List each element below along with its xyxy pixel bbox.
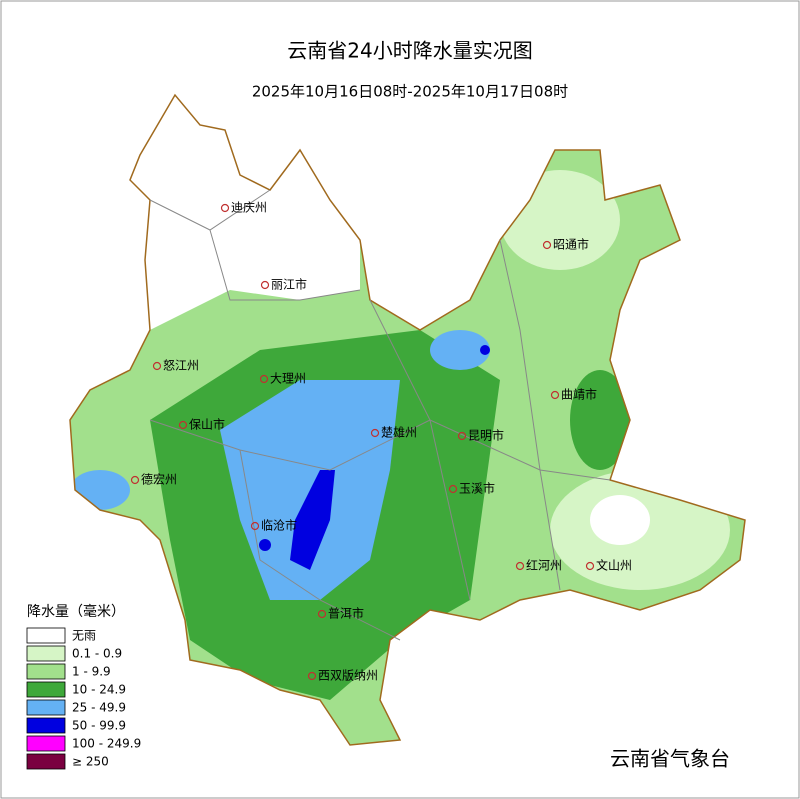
city-marker: [130, 475, 140, 485]
city-label: 临沧市: [261, 518, 297, 533]
city-marker: [585, 561, 595, 571]
city-marker: [250, 521, 260, 531]
legend-label: 0.1 - 0.9: [72, 647, 122, 661]
legend-swatch: [26, 735, 66, 752]
prefecture-borders: [149, 189, 611, 641]
city-label: 西双版纳州: [318, 669, 378, 683]
legend-swatch: [26, 699, 66, 716]
city-marker: [457, 431, 467, 441]
legend-swatch: [26, 627, 66, 644]
city-label: 迪庆州: [231, 201, 267, 215]
legend-swatch: [26, 681, 66, 698]
city-label: 昆明市: [468, 428, 504, 443]
city-label: 曲靖市: [561, 387, 597, 402]
legend-swatch: [26, 717, 66, 734]
legend-label: 50 - 99.9: [72, 719, 126, 733]
city-marker: [307, 671, 317, 681]
city-label: 玉溪市: [459, 481, 495, 496]
legend-swatch: [26, 753, 66, 770]
city-marker: [448, 484, 458, 494]
legend-title: 降水量（毫米）: [27, 603, 125, 620]
city-label: 怒江州: [163, 358, 199, 373]
city-label: 保山市: [189, 417, 225, 432]
legend-label: 25 - 49.9: [72, 701, 126, 715]
city-marker: [152, 361, 162, 371]
city-marker: [260, 280, 270, 290]
city-marker: [542, 240, 552, 250]
city-marker: [317, 609, 327, 619]
title: 云南省24小时降水量实况图: [287, 39, 532, 63]
legend-swatch: [26, 663, 66, 680]
city-label: 昭通市: [553, 237, 589, 252]
city-marker: [259, 374, 269, 384]
city-marker: [178, 420, 188, 430]
city-label: 红河州: [526, 558, 562, 573]
city-marker: [220, 203, 230, 213]
city-label: 楚雄州: [381, 425, 417, 440]
city-label: 丽江市: [271, 277, 307, 292]
city-label: 德宏州: [141, 472, 177, 487]
city-label: 文山州: [596, 558, 632, 573]
legend-label: 无雨: [72, 629, 96, 643]
province-border: [69, 93, 746, 746]
subtitle: 2025年10月16日08时-2025年10月17日08时: [252, 83, 568, 101]
legend-label: ≥ 250: [72, 755, 109, 769]
credit: 云南省气象台: [610, 747, 730, 771]
legend-swatch: [26, 645, 66, 662]
city-marker: [550, 390, 560, 400]
legend-label: 100 - 249.9: [72, 737, 141, 751]
city-marker: [515, 561, 525, 571]
legend-label: 10 - 24.9: [72, 683, 126, 697]
city-marker: [370, 428, 380, 438]
legend-label: 1 - 9.9: [72, 665, 111, 679]
city-label: 普洱市: [328, 606, 364, 621]
city-label: 大理州: [270, 372, 306, 386]
legend: 降水量（毫米） 无雨 0.1 - 0.9 1 - 9.9 10 - 24.9 25 - …: [26, 603, 141, 770]
